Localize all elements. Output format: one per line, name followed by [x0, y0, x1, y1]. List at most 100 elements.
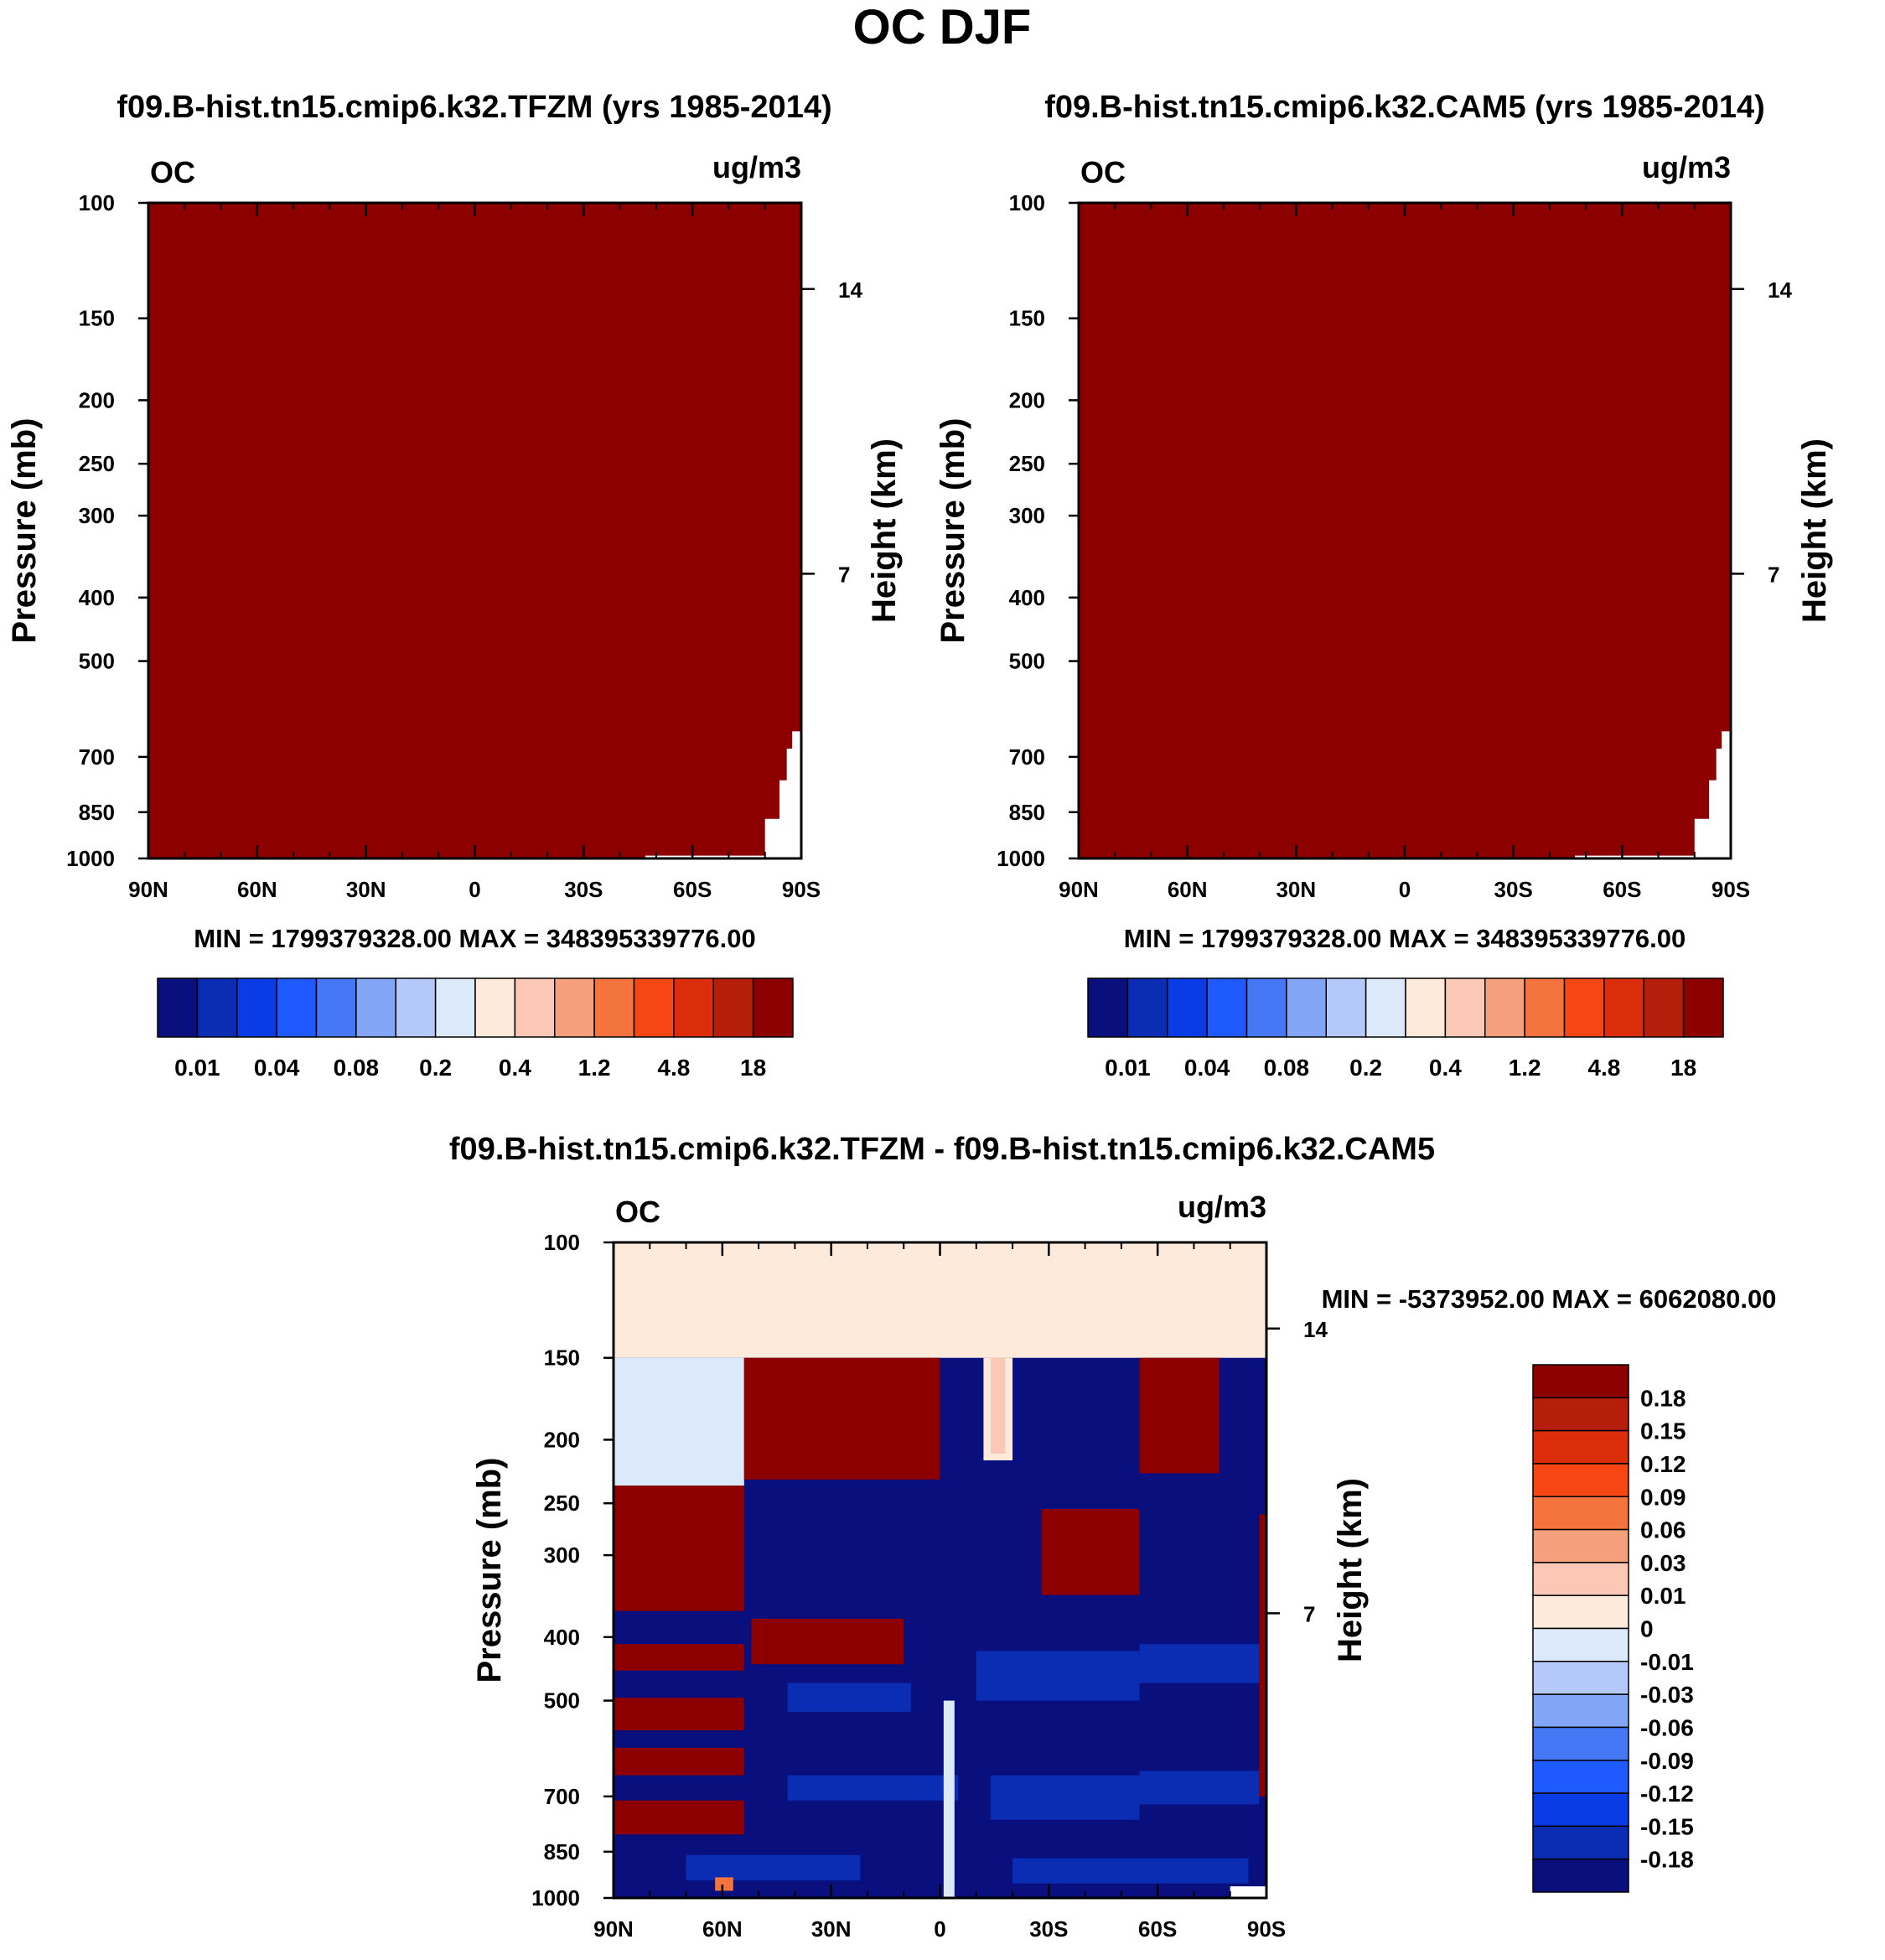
colorbar-label: -0.18: [1640, 1847, 1694, 1873]
colorbar-box: [1603, 977, 1644, 1038]
colorbar-label: -0.03: [1640, 1682, 1694, 1708]
colorbar-box: [1532, 1858, 1629, 1893]
field-region: [614, 1800, 744, 1835]
colorbar-box: [514, 977, 556, 1038]
units-label: ug/m3: [712, 150, 801, 184]
colorbar-box: [752, 977, 794, 1038]
x-tick-label: 30N: [1276, 877, 1316, 902]
y-tick-label: 700: [1009, 744, 1045, 770]
colorbar-box: [1206, 977, 1248, 1038]
y-tick-label: 200: [1009, 387, 1045, 412]
colorbar-box: [1286, 977, 1327, 1038]
colorbar-label: 4.8: [1587, 1055, 1620, 1081]
x-tick-label: 60S: [673, 877, 712, 902]
min-max-stats: MIN = 1799379328.00 MAX = 348395339776.0…: [194, 924, 755, 953]
colorbar-box: [593, 977, 635, 1038]
colorbar-label: 0.01: [1105, 1055, 1151, 1081]
y-tick-label: 250: [1009, 451, 1045, 476]
y-right-axis-label: Height (km): [1332, 1478, 1369, 1662]
y-tick-label: 500: [79, 649, 115, 674]
colorbar-box: [196, 977, 238, 1038]
field-region: [1259, 1514, 1266, 1797]
x-tick-label: 60N: [237, 877, 277, 902]
field-region: [645, 731, 801, 858]
y-tick-label: 100: [544, 1230, 580, 1255]
colorbar-box: [1532, 1496, 1629, 1531]
y-tick-label: 100: [79, 190, 115, 215]
colorbar-box: [1245, 977, 1287, 1038]
colorbar-box: [1365, 977, 1406, 1038]
y-tick-label: 250: [79, 451, 115, 476]
x-tick-label: 0: [934, 1916, 945, 1942]
contour-field: [148, 203, 801, 858]
colorbar-box: [554, 977, 595, 1038]
field-region: [686, 1854, 861, 1880]
field-region: [1041, 1508, 1140, 1595]
colorbar-box: [236, 977, 277, 1038]
y-tick-label: 850: [1009, 800, 1045, 825]
colorbar-label: 0.4: [1429, 1055, 1462, 1081]
y-tick-label: 1000: [66, 846, 115, 871]
x-tick-label: 90S: [1712, 877, 1750, 902]
y-tick-label: 300: [544, 1543, 580, 1568]
colorbar-box: [1532, 1726, 1629, 1761]
y-tick-label: 500: [1009, 649, 1045, 674]
panel-cam5: f09.B-hist.tn15.cmip6.k32.CAM5 (yrs 1985…: [935, 90, 1833, 1081]
y-tick-label: 150: [1009, 306, 1045, 331]
x-tick-label: 30S: [1029, 1916, 1068, 1942]
field-region: [991, 1775, 1140, 1820]
x-tick-label: 90N: [593, 1916, 634, 1942]
colorbar-box: [474, 977, 516, 1038]
page-title: OC DJF: [853, 0, 1032, 54]
panel-title: f09.B-hist.tn15.cmip6.k32.CAM5 (yrs 1985…: [1044, 90, 1765, 125]
y-right-axis-label: Height (km): [866, 438, 903, 623]
colorbar-label: 0.2: [1349, 1055, 1382, 1081]
field-region: [1139, 1644, 1260, 1683]
colorbar-box: [1532, 1661, 1629, 1695]
y-tick-label: 400: [1009, 585, 1045, 610]
y-axis-label: Pressure (mb): [471, 1458, 508, 1683]
colorbar-box: [1682, 977, 1724, 1038]
field-region: [614, 1698, 744, 1731]
colorbar-box: [1532, 1463, 1629, 1497]
field-region: [1230, 1886, 1266, 1898]
colorbar-label: -0.06: [1640, 1714, 1694, 1740]
y-tick-label: 100: [1009, 190, 1045, 215]
x-tick-label: 30S: [564, 877, 603, 902]
colorbar-label: 0.15: [1640, 1418, 1686, 1444]
colorbar-box: [1532, 1397, 1629, 1432]
field-region: [614, 1357, 744, 1486]
field-region: [1139, 1771, 1260, 1805]
field-region: [943, 1700, 955, 1898]
panel-difference: f09.B-hist.tn15.cmip6.k32.TFZM - f09.B-h…: [449, 1132, 1777, 1942]
variable-label: OC: [1080, 155, 1126, 189]
variable-label: OC: [150, 155, 195, 189]
colorbar-box: [1484, 977, 1525, 1038]
colorbar-label: 0.04: [254, 1055, 300, 1081]
field-region: [787, 1683, 911, 1712]
x-tick-label: 90S: [1247, 1916, 1286, 1942]
panel-title: f09.B-hist.tn15.cmip6.k32.TFZM - f09.B-h…: [449, 1132, 1435, 1167]
field-region: [614, 1644, 744, 1671]
y-tick-label: 200: [544, 1427, 580, 1452]
y-tick-label: 150: [544, 1346, 580, 1371]
field-region: [1079, 203, 1731, 858]
x-tick-label: 30N: [811, 1916, 852, 1942]
colorbar-label: 0.09: [1640, 1484, 1686, 1510]
field-region: [976, 1651, 1140, 1701]
colorbar-box: [395, 977, 437, 1038]
colorbar: 0.18 0.15 0.12 0.09 0.06 0.03 0.01 0 -0.01 -0.03 -…: [1532, 1364, 1694, 1893]
y-tick-label: 850: [79, 800, 115, 825]
y-right-tick-label: 7: [1768, 562, 1779, 587]
field-region: [1139, 1357, 1220, 1474]
colorbar-box: [673, 977, 714, 1038]
field-region: [787, 1775, 959, 1801]
x-tick-label: 60S: [1138, 1916, 1177, 1942]
x-tick-label: 30N: [346, 877, 386, 902]
field-region: [751, 1618, 904, 1665]
x-tick-label: 90N: [1059, 877, 1099, 902]
colorbar-box: [712, 977, 754, 1038]
colorbar-box: [276, 977, 318, 1038]
colorbar-box: [315, 977, 357, 1038]
